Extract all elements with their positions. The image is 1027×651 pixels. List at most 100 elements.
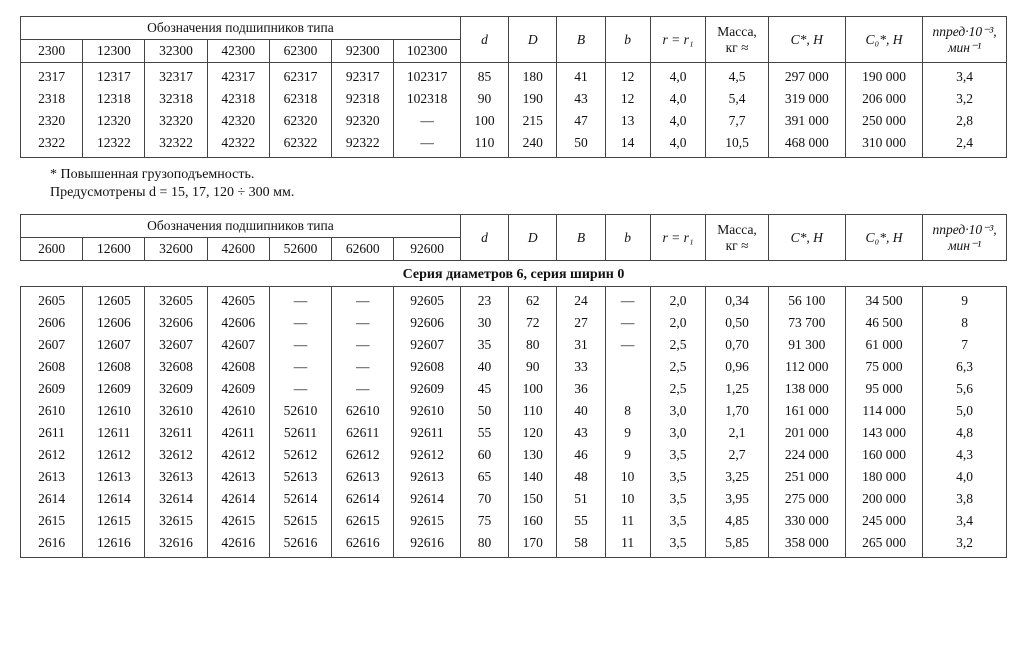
cell: —: [332, 287, 394, 313]
cell: 4,5: [706, 63, 768, 89]
cell: 72: [509, 312, 557, 334]
cell: —: [394, 110, 461, 132]
cell: 80: [460, 532, 508, 558]
cell: 61 000: [845, 334, 922, 356]
col-d: d: [460, 17, 508, 63]
cell: 0,50: [706, 312, 768, 334]
cell: 42611: [207, 422, 269, 444]
cell: —: [605, 334, 650, 356]
type-code: 92300: [332, 40, 394, 63]
cell: —: [332, 378, 394, 400]
col-C0: C₀*, Н: [845, 17, 922, 63]
cell: 90: [509, 356, 557, 378]
cell: 310 000: [845, 132, 922, 158]
cell: 3,25: [706, 466, 768, 488]
cell: 3,5: [650, 488, 706, 510]
cell: 6,3: [923, 356, 1007, 378]
cell: 52610: [269, 400, 331, 422]
cell: 138 000: [768, 378, 845, 400]
cell: 9: [605, 444, 650, 466]
cell: 3,5: [650, 532, 706, 558]
cell: 40: [557, 400, 605, 422]
cell: —: [394, 132, 461, 158]
cell: 2607: [21, 334, 83, 356]
cell: 240: [509, 132, 557, 158]
footnote: * Повышенная грузоподъемность. Предусмот…: [50, 166, 1007, 202]
col2-D: D: [509, 215, 557, 261]
cell: 2318: [21, 88, 83, 110]
cell: 9: [923, 287, 1007, 313]
cell: 3,0: [650, 422, 706, 444]
table2-head: Обозначения подшипников типа d D B b r =…: [21, 215, 1007, 261]
cell: 12613: [83, 466, 145, 488]
cell: 36: [557, 378, 605, 400]
cell: 32610: [145, 400, 207, 422]
cell: 41: [557, 63, 605, 89]
cell: 12615: [83, 510, 145, 532]
cell: 32608: [145, 356, 207, 378]
cell: 42606: [207, 312, 269, 334]
cell: 2,4: [923, 132, 1007, 158]
table-row: 2318123183231842318623189231810231890190…: [21, 88, 1007, 110]
cell: 30: [460, 312, 508, 334]
section-title: Серия диаметров 6, серия ширин 0: [20, 261, 1007, 287]
cell: 12609: [83, 378, 145, 400]
cell: 92616: [394, 532, 461, 558]
cell: 190: [509, 88, 557, 110]
cell: 95 000: [845, 378, 922, 400]
col-B: B: [557, 17, 605, 63]
cell: 62612: [332, 444, 394, 466]
cell: 12607: [83, 334, 145, 356]
col2-r: r = r₁: [650, 215, 706, 261]
cell: 65: [460, 466, 508, 488]
cell: 2606: [21, 312, 83, 334]
cell: 92610: [394, 400, 461, 422]
cell: 120: [509, 422, 557, 444]
cell: 100: [460, 110, 508, 132]
col2-C: C*, Н: [768, 215, 845, 261]
cell: 34 500: [845, 287, 922, 313]
cell: 2,7: [706, 444, 768, 466]
table-row: 2615126153261542615526156261592615751605…: [21, 510, 1007, 532]
cell: 161 000: [768, 400, 845, 422]
cell: 42614: [207, 488, 269, 510]
cell: 319 000: [768, 88, 845, 110]
cell: —: [269, 287, 331, 313]
cell: 23: [460, 287, 508, 313]
table1-head: Обозначения подшипников типа d D B b r =…: [21, 17, 1007, 63]
cell: 12320: [83, 110, 145, 132]
cell: 52613: [269, 466, 331, 488]
table-row: 2607126073260742607——92607358031—2,50,70…: [21, 334, 1007, 356]
cell: 62610: [332, 400, 394, 422]
cell: 42317: [207, 63, 269, 89]
cell: 32614: [145, 488, 207, 510]
cell: —: [332, 334, 394, 356]
cell: 0,34: [706, 287, 768, 313]
cell: 2615: [21, 510, 83, 532]
cell: 190 000: [845, 63, 922, 89]
cell: 2,0: [650, 312, 706, 334]
type-header-2: Обозначения подшипников типа: [21, 215, 461, 238]
cell: 3,0: [650, 400, 706, 422]
cell: 12322: [83, 132, 145, 158]
cell: 150: [509, 488, 557, 510]
cell: 60: [460, 444, 508, 466]
cell: 3,95: [706, 488, 768, 510]
table-row: 2610126103261042610526106261092610501104…: [21, 400, 1007, 422]
cell: —: [269, 378, 331, 400]
cell: 32612: [145, 444, 207, 466]
cell: 110: [460, 132, 508, 158]
cell: 43: [557, 88, 605, 110]
table-row: 2609126093260942609——9260945100362,51,25…: [21, 378, 1007, 400]
cell: 5,85: [706, 532, 768, 558]
cell: 62317: [269, 63, 331, 89]
cell: 92609: [394, 378, 461, 400]
cell: 12608: [83, 356, 145, 378]
table-row: 2611126113261142611526116261192611551204…: [21, 422, 1007, 444]
cell: 160: [509, 510, 557, 532]
cell: 102318: [394, 88, 461, 110]
cell: 90: [460, 88, 508, 110]
cell: 42605: [207, 287, 269, 313]
cell: 3,4: [923, 510, 1007, 532]
cell: 5,6: [923, 378, 1007, 400]
